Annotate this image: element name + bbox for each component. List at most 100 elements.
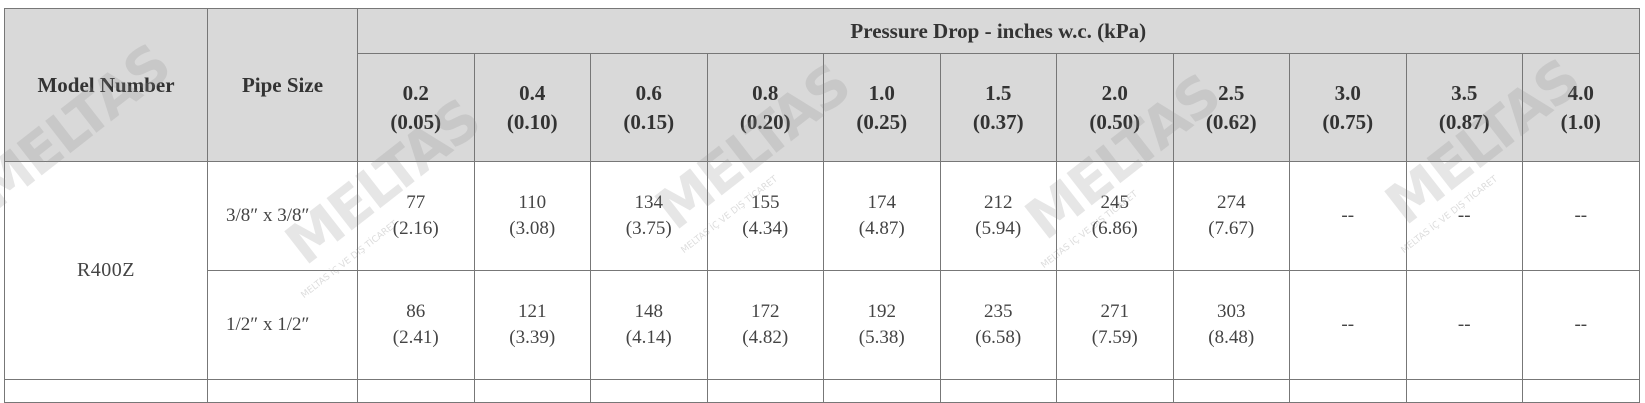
flow-cell: 172 (4.82)	[706, 270, 824, 380]
flow-cell: --	[1405, 270, 1523, 380]
flow-cell: --	[1289, 161, 1407, 271]
drop-kpa-label: (0.05)	[390, 109, 442, 134]
flow-metric-value: (7.59)	[1091, 327, 1138, 348]
flow-value: --	[1457, 205, 1471, 227]
flow-metric-value: (6.86)	[1091, 218, 1138, 239]
drop-inches-label: 2.5	[1218, 81, 1245, 106]
flow-value: --	[1574, 205, 1588, 227]
flow-value: 212	[984, 192, 1013, 214]
drop-inches-label: 3.5	[1451, 81, 1478, 106]
flow-value: 271	[1100, 301, 1130, 323]
table-row: 1/2″ x 1/2″ 86 (2.41) 121 (3.39) 148 (4.14) 17…	[5, 270, 1640, 380]
drop-inches-label: 0.8	[752, 81, 779, 106]
drop-inches-label: 3.0	[1334, 81, 1361, 106]
flow-cell: 155 (4.34)	[706, 161, 824, 271]
flow-metric-value: (6.58)	[975, 327, 1022, 348]
flow-value: 235	[984, 301, 1013, 323]
drop-inches-label: 2.0	[1101, 81, 1128, 106]
header-drop-1: 0.4 (0.10)	[473, 53, 591, 162]
drop-kpa-label: (0.25)	[856, 109, 908, 134]
flow-metric-value: (2.16)	[392, 218, 439, 239]
flow-cell: 77 (2.16)	[357, 161, 475, 271]
flow-value: --	[1341, 205, 1355, 227]
table-row-partial	[4, 379, 1640, 403]
flow-metric-value: (8.48)	[1208, 327, 1255, 348]
drop-kpa-label: (0.37)	[972, 109, 1024, 134]
flow-cell: 86 (2.41)	[357, 270, 475, 380]
flow-value: 148	[634, 301, 664, 323]
flow-metric-value: (5.38)	[858, 327, 905, 348]
header-drop-7: 2.5 (0.62)	[1172, 53, 1290, 162]
flow-value: 77	[406, 192, 426, 214]
flow-cell: 174 (4.87)	[823, 161, 941, 271]
drop-kpa-label: (1.0)	[1560, 109, 1601, 134]
model-number-cell: R400Z	[4, 161, 208, 380]
drop-kpa-label: (0.20)	[739, 109, 791, 134]
flow-cell: 245 (6.86)	[1056, 161, 1174, 271]
flow-metric-value: (4.14)	[625, 327, 672, 348]
flow-metric-value: (4.34)	[742, 218, 789, 239]
flow-metric-value: (5.94)	[975, 218, 1022, 239]
drop-inches-label: 0.4	[519, 81, 546, 106]
flow-value: 86	[406, 301, 426, 323]
flow-cell: --	[1522, 161, 1640, 271]
flow-cell: 271 (7.59)	[1056, 270, 1174, 380]
flow-value: 274	[1217, 192, 1246, 214]
flow-value: 172	[751, 301, 780, 323]
flow-metric-value: (7.67)	[1208, 218, 1255, 239]
flow-cell: --	[1289, 270, 1407, 380]
drop-kpa-label: (0.87)	[1438, 109, 1490, 134]
flow-metric-value: (2.41)	[392, 327, 439, 348]
flow-cell: 110 (3.08)	[473, 161, 591, 271]
flow-cell: --	[1522, 270, 1640, 380]
flow-value: 192	[867, 301, 897, 323]
flow-cell: 148 (4.14)	[590, 270, 708, 380]
flow-value: 110	[518, 192, 547, 214]
table-row: R400Z 3/8″ x 3/8″ 77 (2.16) 110 (3.08) 134 (3…	[4, 161, 1640, 380]
header-drop-9: 3.5 (0.87)	[1405, 53, 1523, 162]
flow-cell: 134 (3.75)	[590, 161, 708, 271]
flow-value: 134	[634, 192, 664, 214]
header-drop-3: 0.8 (0.20)	[706, 53, 824, 162]
drop-kpa-label: (0.50)	[1089, 109, 1141, 134]
flow-value: --	[1457, 314, 1471, 336]
pressure-drop-columns: 0.2 (0.05) 0.4 (0.10) 0.6 (0.15) 0.8 (0.20) 1.0 (…	[5, 53, 1640, 162]
header-drop-10: 4.0 (1.0)	[1522, 53, 1640, 162]
drop-kpa-label: (0.10)	[506, 109, 558, 134]
header-drop-6: 2.0 (0.50)	[1056, 53, 1174, 162]
header-drop-5: 1.5 (0.37)	[939, 53, 1057, 162]
flow-value: 303	[1217, 301, 1246, 323]
flow-cell: 274 (7.67)	[1172, 161, 1290, 271]
drop-inches-label: 4.0	[1567, 81, 1594, 106]
flow-cell: 212 (5.94)	[939, 161, 1057, 271]
flow-value: 245	[1100, 192, 1130, 214]
flow-cell: 192 (5.38)	[823, 270, 941, 380]
drop-inches-label: 0.6	[635, 81, 662, 106]
header-model-number: Model Number	[4, 8, 208, 162]
flow-value: 121	[518, 301, 547, 323]
drop-inches-label: 1.0	[868, 81, 895, 106]
drop-kpa-label: (0.15)	[623, 109, 675, 134]
flow-cell: 303 (8.48)	[1172, 270, 1290, 380]
flow-metric-value: (4.87)	[858, 218, 905, 239]
flow-cell: 121 (3.39)	[473, 270, 591, 380]
flow-value: 155	[751, 192, 780, 214]
drop-inches-label: 1.5	[985, 81, 1012, 106]
flow-metric-value: (4.82)	[742, 327, 789, 348]
flow-value: --	[1574, 314, 1588, 336]
pipe-size-cell: 3/8″ x 3/8″	[207, 161, 358, 271]
pressure-drop-table: Model Number Pipe Size Pressure Drop - i…	[4, 8, 1640, 403]
flow-metric-value: (3.39)	[509, 327, 556, 348]
drop-inches-label: 0.2	[402, 81, 429, 106]
header-drop-8: 3.0 (0.75)	[1289, 53, 1407, 162]
header-pressure-drop: Pressure Drop - inches w.c. (kPa)	[357, 8, 1640, 54]
flow-value: --	[1341, 314, 1355, 336]
flow-cell: 235 (6.58)	[939, 270, 1057, 380]
drop-kpa-label: (0.75)	[1322, 109, 1374, 134]
header-drop-4: 1.0 (0.25)	[823, 53, 941, 162]
header-drop-2: 0.6 (0.15)	[590, 53, 708, 162]
header-drop-0: 0.2 (0.05)	[357, 53, 475, 162]
flow-metric-value: (3.75)	[625, 218, 672, 239]
drop-kpa-label: (0.62)	[1205, 109, 1257, 134]
flow-cell: --	[1405, 161, 1523, 271]
